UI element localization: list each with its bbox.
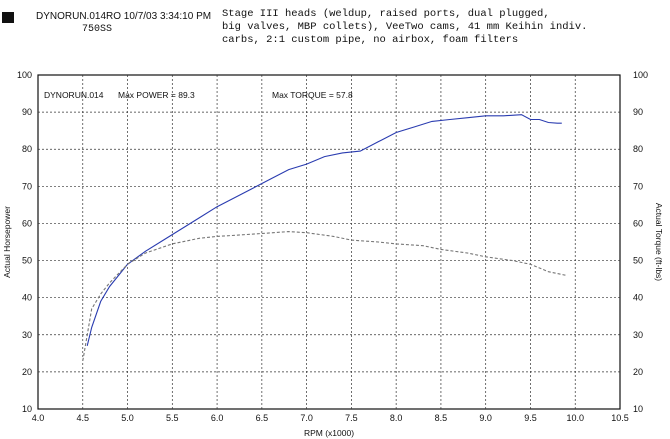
x-tick-5.5: 5.5: [166, 413, 179, 423]
y-tick-left-90: 90: [22, 107, 32, 117]
y-tick-right-10: 10: [633, 404, 643, 414]
y-tick-left-70: 70: [22, 181, 32, 191]
plot-area: [37, 74, 621, 410]
y-tick-left-80: 80: [22, 144, 32, 154]
y-tick-right-50: 50: [633, 256, 643, 266]
x-tick-4.0: 4.0: [32, 413, 45, 423]
run-info: DYNORUN.014RO 10/7/03 3:34:10 PM: [36, 11, 212, 22]
x-tick-9.5: 9.5: [524, 413, 537, 423]
y-tick-right-70: 70: [633, 181, 643, 191]
y-axis-title-left: Actual Horsepower: [2, 206, 12, 278]
x-axis-title: RPM (x1000): [304, 428, 354, 438]
y-tick-left-30: 30: [22, 330, 32, 340]
annotation-run: DYNORUN.014: [44, 90, 104, 100]
bike-model: 750SS: [82, 24, 113, 35]
x-tick-10.0: 10.0: [566, 413, 584, 423]
x-tick-8.5: 8.5: [435, 413, 448, 423]
y-tick-left-10: 10: [22, 404, 32, 414]
tick-labels: 4.0 4.5 5.0 5.5 6.0 6.5 7.0 7.5 8.0 8.5 9.0 9.5 10.0…: [17, 70, 648, 423]
x-tick-7.0: 7.0: [300, 413, 313, 423]
x-tick-9.0: 9.0: [479, 413, 492, 423]
y-tick-left-60: 60: [22, 218, 32, 228]
build-description: Stage III heads (weldup, raised ports, d…: [222, 8, 587, 47]
y-tick-right-40: 40: [633, 293, 643, 303]
x-tick-5.0: 5.0: [121, 413, 134, 423]
y-tick-left-50: 50: [22, 256, 32, 266]
x-tick-7.5: 7.5: [345, 413, 358, 423]
y-tick-right-30: 30: [633, 330, 643, 340]
x-tick-6.5: 6.5: [256, 413, 269, 423]
y-tick-right-20: 20: [633, 367, 643, 377]
y-tick-left-100: 100: [17, 70, 32, 80]
x-tick-6.0: 6.0: [211, 413, 224, 423]
x-tick-4.5: 4.5: [77, 413, 90, 423]
y-tick-right-90: 90: [633, 107, 643, 117]
y-tick-left-40: 40: [22, 293, 32, 303]
y-tick-right-80: 80: [633, 144, 643, 154]
y-tick-right-60: 60: [633, 218, 643, 228]
grid-lines: [38, 75, 620, 409]
annotation-max-power: Max POWER = 89.3: [118, 90, 195, 100]
series-group: [82, 114, 567, 361]
build-description-line-3: carbs, 2:1 custom pipe, no airbox, foam …: [222, 34, 519, 46]
y-tick-left-20: 20: [22, 367, 32, 377]
x-tick-8.0: 8.0: [390, 413, 403, 423]
y-axis-title-right: Actual Torque (ft-lbs): [654, 203, 664, 281]
y-tick-right-100: 100: [633, 70, 648, 80]
annotation-max-torque: Max TORQUE = 57.8: [272, 90, 353, 100]
series-line-2: [82, 231, 567, 361]
header-marker: [2, 12, 14, 23]
build-description-line-2: big valves, MBP collets), VeeTwo cams, 4…: [222, 21, 588, 33]
build-description-line-1: Stage III heads (weldup, raised ports, d…: [222, 8, 550, 20]
x-tick-10.5: 10.5: [611, 413, 629, 423]
